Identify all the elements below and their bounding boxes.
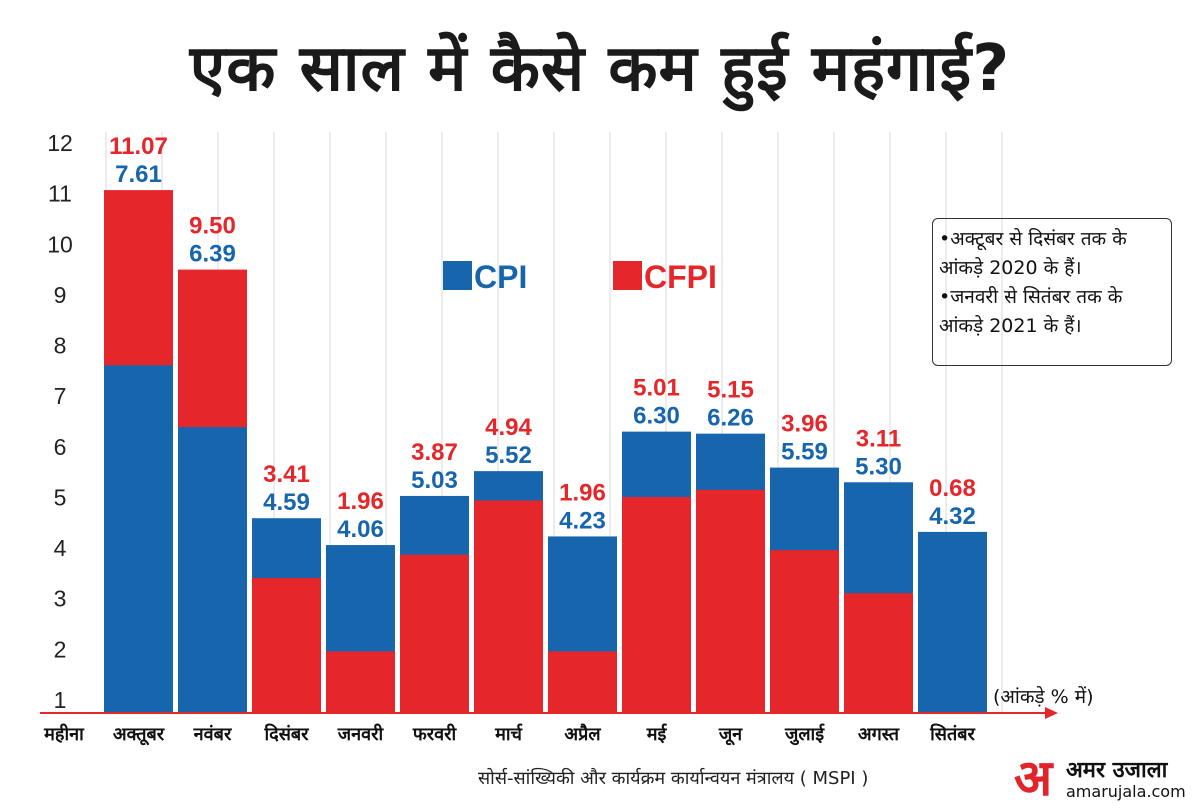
legend-swatch-cpi [443, 261, 472, 290]
x-tick-label: मई [646, 723, 668, 745]
legend-label-cfpi: CFPI [644, 259, 717, 295]
cpi-value-label: 4.32 [929, 503, 976, 530]
logo-name: अमर उजाला [1066, 758, 1168, 783]
cfpi-value-label: 3.41 [263, 461, 310, 488]
cfpi-bar [770, 550, 839, 713]
cfpi-value-label: 3.11 [856, 425, 901, 452]
cpi-value-label: 5.52 [485, 442, 532, 469]
logo-mark-icon: अ [1014, 749, 1053, 807]
x-tick-label: नवंबर [193, 724, 232, 745]
x-tick-label: अगस्त [858, 724, 900, 745]
note-item: •अक्टूबर से दिसंबर तक के आंकड़े 2020 के … [939, 228, 1127, 279]
cpi-value-label: 4.23 [559, 507, 606, 534]
x-tick-label: मार्च [494, 723, 523, 745]
x-tick-label: जनवरी [337, 723, 385, 745]
cfpi-value-label: 3.96 [781, 411, 828, 438]
y-tick-label: 9 [54, 282, 67, 308]
y-tick-label: 4 [54, 535, 67, 561]
cfpi-value-label: 5.01 [633, 375, 680, 402]
publisher-logo: अ अमर उजाला amarujala.com [1014, 752, 1194, 804]
cfpi-value-label: 4.94 [485, 414, 532, 441]
cpi-bar [104, 365, 173, 713]
x-tick-label: जुलाई [784, 723, 825, 746]
x-tick-label: जून [718, 724, 743, 746]
cpi-value-label: 5.03 [411, 467, 458, 494]
cfpi-value-label: 1.96 [337, 488, 384, 515]
cfpi-value-label: 11.07 [109, 133, 168, 160]
cpi-value-label: 5.30 [855, 453, 902, 480]
notes-box: •अक्टूबर से दिसंबर तक के आंकड़े 2020 के … [932, 218, 1172, 366]
cpi-value-label: 7.61 [115, 161, 162, 188]
x-axis-arrow-icon [1045, 707, 1058, 719]
y-tick-label: 5 [54, 484, 67, 510]
cfpi-bar [252, 577, 321, 713]
x-tick-label: फरवरी [412, 723, 458, 745]
cfpi-value-label: 0.68 [929, 475, 976, 502]
cfpi-value-label: 1.96 [559, 479, 606, 506]
legend: CPI CFPI [443, 259, 717, 295]
cfpi-bar [844, 593, 913, 713]
cpi-value-label: 4.06 [337, 516, 384, 543]
cpi-value-label: 6.39 [189, 241, 236, 268]
value-labels: 7.6111.076.399.504.593.414.061.965.033.8… [109, 133, 976, 543]
cfpi-value-label: 9.50 [189, 213, 236, 240]
cpi-bar [178, 427, 247, 713]
y-tick-label: 1 [54, 687, 67, 713]
source-note: सोर्स-सांख्यिकी और कार्यक्रम कार्यान्वयन… [478, 768, 869, 789]
y-tick-label: 2 [54, 636, 67, 662]
cpi-value-label: 6.26 [707, 405, 754, 432]
cfpi-value-label: 5.15 [707, 377, 754, 404]
bars [104, 190, 987, 714]
y-tick-label: 7 [54, 383, 67, 409]
y-tick-label: 10 [47, 231, 73, 257]
legend-label-cpi: CPI [474, 259, 527, 295]
x-axis-first-label: महीना [43, 723, 85, 745]
y-tick-label: 6 [54, 434, 67, 460]
unit-note: (आंकड़े % में) [993, 686, 1094, 708]
cfpi-bar [326, 651, 395, 713]
note-item: •जनवरी से सितंबर तक के आंकड़े 2021 के है… [939, 286, 1123, 337]
y-tick-label: 12 [47, 130, 73, 156]
x-tick-label: अक्तूबर [113, 724, 165, 746]
y-tick-label: 11 [48, 181, 72, 207]
cfpi-bar [400, 554, 469, 713]
cfpi-bar [548, 651, 617, 713]
y-tick-label: 3 [54, 586, 67, 612]
cfpi-bar [696, 489, 765, 713]
cfpi-bar [474, 500, 543, 713]
cfpi-value-label: 3.87 [411, 439, 458, 466]
logo-url: amarujala.com [1066, 782, 1186, 801]
x-tick-label: सितंबर [929, 723, 975, 745]
cpi-value-label: 4.59 [263, 489, 310, 516]
legend-swatch-cfpi [613, 261, 642, 290]
cpi-bar [918, 531, 987, 713]
chart-title: एक साल में कैसे कम हुई महंगाई? [189, 32, 1011, 106]
cpi-value-label: 6.30 [633, 403, 680, 430]
cpi-value-label: 5.59 [781, 439, 828, 466]
y-tick-label: 8 [54, 333, 67, 359]
x-tick-label: दिसंबर [263, 723, 309, 745]
cfpi-bar [622, 496, 691, 713]
x-tick-label: अप्रैल [564, 723, 601, 745]
